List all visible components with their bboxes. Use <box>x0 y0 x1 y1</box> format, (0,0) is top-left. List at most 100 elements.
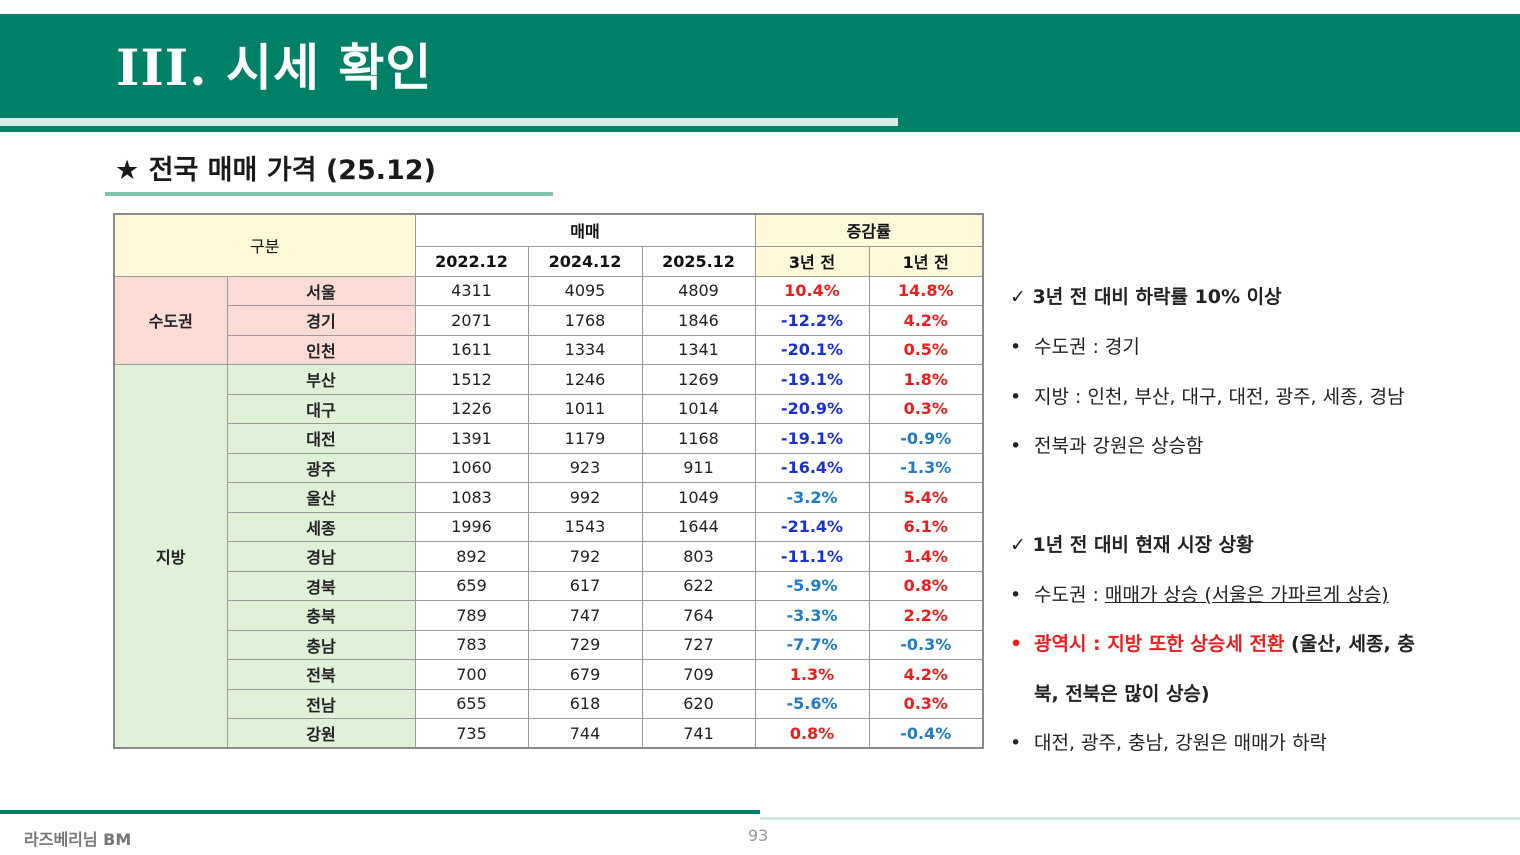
price-cell: 1049 <box>641 482 756 513</box>
region-name: 광주 <box>226 452 416 483</box>
table-row: 수도권 서울 4311 4095 4809 10.4% 14.8% <box>113 275 984 365</box>
bullet-icon: • <box>1010 336 1022 358</box>
bullet-icon: • <box>1010 386 1022 408</box>
region-name: 전남 <box>226 688 416 719</box>
region-name: 서울 <box>226 275 416 306</box>
change-cell: 0.3% <box>868 393 984 424</box>
change-cell: 0.3% <box>868 688 984 719</box>
price-cell: 1011 <box>527 393 643 424</box>
bullet-icon: • <box>1010 435 1022 457</box>
list-item: • 대전, 광주, 충남, 강원은 매매가 하락 <box>1010 728 1327 755</box>
price-cell: 1246 <box>527 364 643 395</box>
price-cell: 741 <box>641 718 756 749</box>
header-category: 구분 <box>113 213 416 277</box>
table-row: 전남 655 618 620 -5.6% 0.3% <box>114 688 984 719</box>
change-cell: 4.2% <box>868 659 984 690</box>
table-row: 충북 789 747 764 -3.3% 2.2% <box>114 600 984 631</box>
price-cell: 1341 <box>641 334 756 365</box>
price-cell: 4095 <box>527 275 643 306</box>
price-cell: 747 <box>527 600 643 631</box>
change-cell: -0.9% <box>868 423 984 454</box>
change-cell: -20.1% <box>754 334 870 365</box>
price-cell: 1060 <box>414 452 529 483</box>
header-change-3y: 3년 전 <box>754 245 870 277</box>
title-underline <box>0 118 898 126</box>
list-item-continuation: 북, 전북은 많이 상승) <box>1034 683 1210 705</box>
change-cell: 14.8% <box>868 275 984 306</box>
table-row: 세종 1996 1543 1644 -21.4% 6.1% <box>114 511 984 542</box>
change-cell: -19.1% <box>754 364 870 395</box>
list-item: • 광역시 : 지방 또한 상승세 전환 (울산, 세종, 충 <box>1010 629 1415 656</box>
change-cell: -5.6% <box>754 688 870 719</box>
price-cell: 727 <box>641 629 756 660</box>
price-cell: 744 <box>527 718 643 749</box>
change-cell: 0.5% <box>868 334 984 365</box>
list-item: • 지방 : 인천, 부산, 대구, 대전, 광주, 세종, 경남 <box>1010 382 1405 409</box>
change-cell: 6.1% <box>868 511 984 542</box>
price-cell: 618 <box>527 688 643 719</box>
region-name: 충남 <box>226 629 416 660</box>
region-group: 지방 <box>113 364 228 749</box>
table-row: 인천 1611 1334 1341 -20.1% 0.5% <box>114 334 984 365</box>
bullet-icon: • <box>1010 633 1023 655</box>
change-cell: -11.1% <box>754 541 870 572</box>
header-year: 2022.12 <box>414 245 529 277</box>
price-cell: 622 <box>641 570 756 601</box>
region-name: 경남 <box>226 541 416 572</box>
price-cell: 4809 <box>641 275 756 306</box>
change-cell: -0.3% <box>868 629 984 660</box>
change-cell: -5.9% <box>754 570 870 601</box>
list-item-text: 지방 : 인천, 부산, 대구, 대전, 광주, 세종, 경남 <box>1034 386 1405 408</box>
list-item-text: 수도권 : 경기 <box>1034 336 1140 358</box>
list-item-text: 전북과 강원은 상승함 <box>1034 435 1204 457</box>
change-cell: 1.4% <box>868 541 984 572</box>
notes-heading-1y: ✓ 1년 전 대비 현재 시장 상황 <box>1010 534 1254 556</box>
price-table: 구분 매매 증감률 2022.12 2024.12 2025.12 3년 전 1… <box>113 213 984 749</box>
header-change-1y: 1년 전 <box>868 245 984 277</box>
price-cell: 1179 <box>527 423 643 454</box>
list-item-text: 매매가 상승 (서울은 가파르게 상승) <box>1104 584 1389 606</box>
region-name: 울산 <box>226 482 416 513</box>
change-cell: -3.3% <box>754 600 870 631</box>
change-cell: -21.4% <box>754 511 870 542</box>
change-cell: -0.4% <box>868 718 984 749</box>
region-name: 전북 <box>226 659 416 690</box>
subtitle-underline <box>105 192 553 196</box>
change-cell: 5.4% <box>868 482 984 513</box>
table-row: 대구 1226 1011 1014 -20.9% 0.3% <box>114 393 984 424</box>
notes-heading-3y: ✓ 3년 전 대비 하락률 10% 이상 <box>1010 286 1282 308</box>
price-cell: 735 <box>414 718 529 749</box>
price-cell: 923 <box>527 452 643 483</box>
region-name: 경기 <box>226 305 416 336</box>
price-cell: 4311 <box>414 275 529 306</box>
title-band <box>0 14 1520 132</box>
price-cell: 1391 <box>414 423 529 454</box>
change-cell: 2.2% <box>868 600 984 631</box>
price-cell: 679 <box>527 659 643 690</box>
region-name: 경북 <box>226 570 416 601</box>
footer-line-light <box>760 817 1520 820</box>
change-cell: 0.8% <box>868 570 984 601</box>
price-cell: 1014 <box>641 393 756 424</box>
price-cell: 764 <box>641 600 756 631</box>
table-row: 광주 1060 923 911 -16.4% -1.3% <box>114 452 984 483</box>
price-cell: 709 <box>641 659 756 690</box>
table-row: 충남 783 729 727 -7.7% -0.3% <box>114 629 984 660</box>
list-item: • 수도권 : 매매가 상승 (서울은 가파르게 상승) <box>1010 580 1389 607</box>
region-name: 대전 <box>226 423 416 454</box>
price-cell: 655 <box>414 688 529 719</box>
price-cell: 1269 <box>641 364 756 395</box>
price-cell: 1611 <box>414 334 529 365</box>
change-cell: 10.4% <box>754 275 870 306</box>
price-cell: 1846 <box>641 305 756 336</box>
footer-brand: 라즈베리님 BM <box>24 830 132 849</box>
list-item-highlight: 광역시 : 지방 또한 상승세 전환 <box>1034 633 1285 655</box>
list-item-text: 대전, 광주, 충남, 강원은 매매가 하락 <box>1034 732 1328 754</box>
list-item-text: (울산, 세종, 충 <box>1284 633 1415 655</box>
region-name: 충북 <box>226 600 416 631</box>
section-subtitle: ★ 전국 매매 가격 (25.12) <box>115 155 436 186</box>
price-cell: 1168 <box>641 423 756 454</box>
change-cell: -12.2% <box>754 305 870 336</box>
change-cell: -19.1% <box>754 423 870 454</box>
slide-title: III. 시세 확인 <box>116 38 433 97</box>
